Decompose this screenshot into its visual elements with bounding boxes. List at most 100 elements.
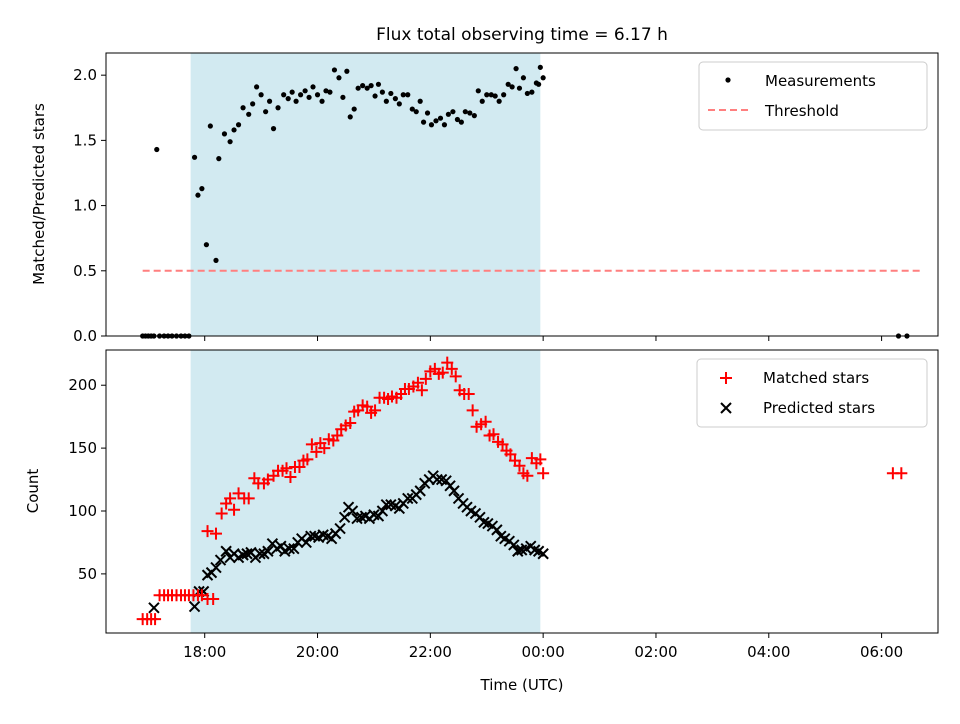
y-tick-label: 0.5 — [73, 262, 97, 280]
measurement-point — [459, 120, 464, 125]
measurement-point — [208, 123, 213, 128]
legend-predicted-label: Predicted stars — [763, 399, 875, 417]
bottom-legend: Matched stars Predicted stars — [697, 359, 927, 427]
measurement-point — [463, 109, 468, 114]
measurement-point — [336, 75, 341, 80]
measurement-point — [388, 91, 393, 96]
y-tick-label: 50 — [78, 565, 97, 583]
measurement-point — [376, 82, 381, 87]
measurement-point — [204, 242, 209, 247]
x-tick-label: 04:00 — [747, 643, 790, 661]
measurement-point — [246, 112, 251, 117]
measurement-point — [281, 92, 286, 97]
measurement-point — [293, 99, 298, 104]
measurement-point — [254, 84, 259, 89]
x-tick-label: 06:00 — [860, 643, 903, 661]
measurement-point — [405, 92, 410, 97]
measurement-point — [536, 82, 541, 87]
measurement-point — [315, 92, 320, 97]
measurement-point — [192, 155, 197, 160]
x-tick-label: 02:00 — [634, 643, 677, 661]
measurement-point — [510, 84, 515, 89]
top-legend: Measurements Threshold — [699, 62, 927, 130]
measurement-point — [327, 90, 332, 95]
measurement-point — [484, 92, 489, 97]
x-tick-label: 00:00 — [522, 643, 565, 661]
measurement-point — [529, 90, 534, 95]
measurement-point — [236, 122, 241, 127]
measurement-point — [259, 92, 264, 97]
bottom-y-label: Count — [24, 469, 42, 514]
measurement-point — [497, 99, 502, 104]
legend-measurements-label: Measurements — [765, 72, 876, 90]
measurement-point — [414, 109, 419, 114]
measurement-point — [429, 122, 434, 127]
y-tick-label: 150 — [68, 439, 97, 457]
measurement-point — [401, 92, 406, 97]
measurement-point — [418, 99, 423, 104]
measurement-point — [344, 69, 349, 74]
measurement-point — [450, 109, 455, 114]
x-tick-label: 20:00 — [296, 643, 339, 661]
measurement-point — [521, 75, 526, 80]
chart-title: Flux total observing time = 6.17 h — [376, 25, 668, 45]
measurement-point — [433, 118, 438, 123]
measurement-point — [442, 122, 447, 127]
measurement-point — [227, 139, 232, 144]
measurement-point — [298, 92, 303, 97]
measurement-point — [421, 120, 426, 125]
measurement-point — [154, 147, 159, 152]
chart-figure: Flux total observing time = 6.17 h 0.0 0.… — [0, 0, 960, 720]
measurement-point — [360, 83, 365, 88]
measurement-point — [240, 105, 245, 110]
y-tick-label: 2.0 — [73, 66, 97, 84]
x-tick-label: 18:00 — [183, 643, 226, 661]
measurement-point — [222, 131, 227, 136]
measurement-point — [195, 193, 200, 198]
measurement-point — [501, 92, 506, 97]
y-tick-label: 1.0 — [73, 197, 97, 215]
measurement-point — [438, 116, 443, 121]
y-tick-label: 1.5 — [73, 131, 97, 149]
measurement-point — [340, 95, 345, 100]
measurement-point — [271, 126, 276, 131]
y-tick-label: 0.0 — [73, 327, 97, 345]
measurement-point — [199, 186, 204, 191]
measurement-point — [250, 101, 255, 106]
measurement-point — [213, 258, 218, 263]
measurement-point — [541, 75, 546, 80]
top-y-label: Matched/Predicted stars — [30, 103, 48, 285]
measurement-point — [332, 67, 337, 72]
measurement-point — [352, 106, 357, 111]
measurement-point — [517, 86, 522, 91]
measurement-point — [513, 66, 518, 71]
measurement-point — [467, 110, 472, 115]
measurement-point — [231, 127, 236, 132]
measurement-point — [525, 91, 530, 96]
measurement-point — [538, 65, 543, 70]
measurement-point — [286, 96, 291, 101]
measurement-point — [303, 88, 308, 93]
y-tick-label: 200 — [68, 376, 97, 394]
x-tick-label: 22:00 — [409, 643, 452, 661]
measurement-point — [348, 114, 353, 119]
measurement-point — [393, 96, 398, 101]
legend-measurements-marker — [725, 77, 730, 82]
measurement-point — [275, 105, 280, 110]
measurement-point — [216, 156, 221, 161]
measurement-point — [380, 90, 385, 95]
measurement-point — [472, 113, 477, 118]
measurement-point — [310, 84, 315, 89]
measurement-point — [397, 101, 402, 106]
measurement-point — [306, 95, 311, 100]
measurement-point — [480, 99, 485, 104]
bottom-observing-window — [191, 350, 541, 633]
measurement-point — [319, 99, 324, 104]
measurement-point — [425, 110, 430, 115]
legend-matched-label: Matched stars — [763, 369, 869, 387]
x-axis-label: Time (UTC) — [480, 676, 564, 694]
y-tick-label: 100 — [68, 502, 97, 520]
measurement-point — [493, 93, 498, 98]
measurement-point — [384, 99, 389, 104]
measurement-point — [290, 90, 295, 95]
